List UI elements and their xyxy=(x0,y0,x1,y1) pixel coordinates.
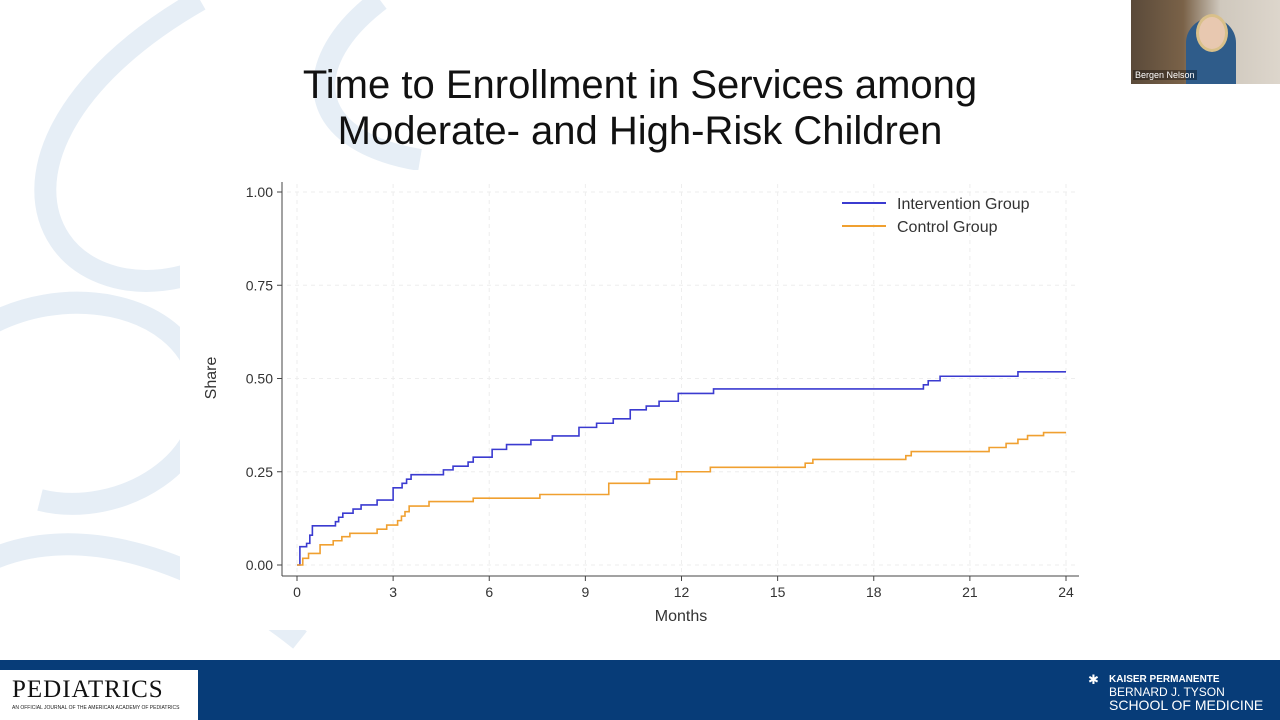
x-tick-label: 18 xyxy=(866,584,882,600)
survival-chart: 0 3 6 9 12 15 18 21 24 0.00 0.25 0.50 0.75 1.00 Inter… xyxy=(180,170,1080,630)
pediatrics-logo: PEDIATRICS AN OFFICIAL JOURNAL OF THE AM… xyxy=(0,670,198,720)
title-line-1: Time to Enrollment in Services among xyxy=(302,63,978,107)
x-tick-label: 6 xyxy=(485,584,493,600)
x-tick-label: 3 xyxy=(389,584,397,600)
x-tick-label: 15 xyxy=(770,584,786,600)
title-line-2: Moderate- and High-Risk Children xyxy=(337,109,943,153)
x-tick-label: 21 xyxy=(962,584,978,600)
pediatrics-logo-text: PEDIATRICS xyxy=(12,676,164,703)
slide-title: Time to Enrollment in Services among Mod… xyxy=(240,62,1040,154)
chart-svg: 0 3 6 9 12 15 18 21 24 0.00 0.25 0.50 0.75 1.00 Inter… xyxy=(203,182,1079,625)
kp-line-1: KAISER PERMANENTE xyxy=(1109,674,1220,685)
x-tick-label: 0 xyxy=(293,584,301,600)
y-tick-label: 0.00 xyxy=(246,557,273,573)
kp-line-2: BERNARD J. TYSON xyxy=(1109,685,1225,699)
participant-name: Bergen Nelson xyxy=(1133,70,1197,80)
y-tick-label: 0.75 xyxy=(246,277,273,293)
y-axis-label: Share xyxy=(203,357,220,400)
pediatrics-logo-subtitle: AN OFFICIAL JOURNAL OF THE AMERICAN ACAD… xyxy=(12,705,180,711)
series-line-intervention xyxy=(297,370,1066,566)
kaiser-people-icon: ✱ xyxy=(1088,672,1099,687)
y-tick-label: 1.00 xyxy=(246,184,273,200)
footer-bar xyxy=(0,660,1280,720)
video-thumbnail[interactable]: Bergen Nelson xyxy=(1131,0,1280,84)
x-axis-label: Months xyxy=(655,608,707,625)
y-tick-label: 0.50 xyxy=(246,371,273,387)
legend-label: Intervention Group xyxy=(897,196,1030,213)
legend-label: Control Group xyxy=(897,219,998,236)
participant-head xyxy=(1196,14,1228,52)
series-line-control xyxy=(297,431,1066,566)
kp-line-3: SCHOOL OF MEDICINE xyxy=(1109,697,1264,713)
x-tick-label: 12 xyxy=(674,584,690,600)
x-tick-label: 9 xyxy=(581,584,589,600)
y-tick-label: 0.25 xyxy=(246,464,273,480)
x-tick-label: 24 xyxy=(1058,584,1074,600)
